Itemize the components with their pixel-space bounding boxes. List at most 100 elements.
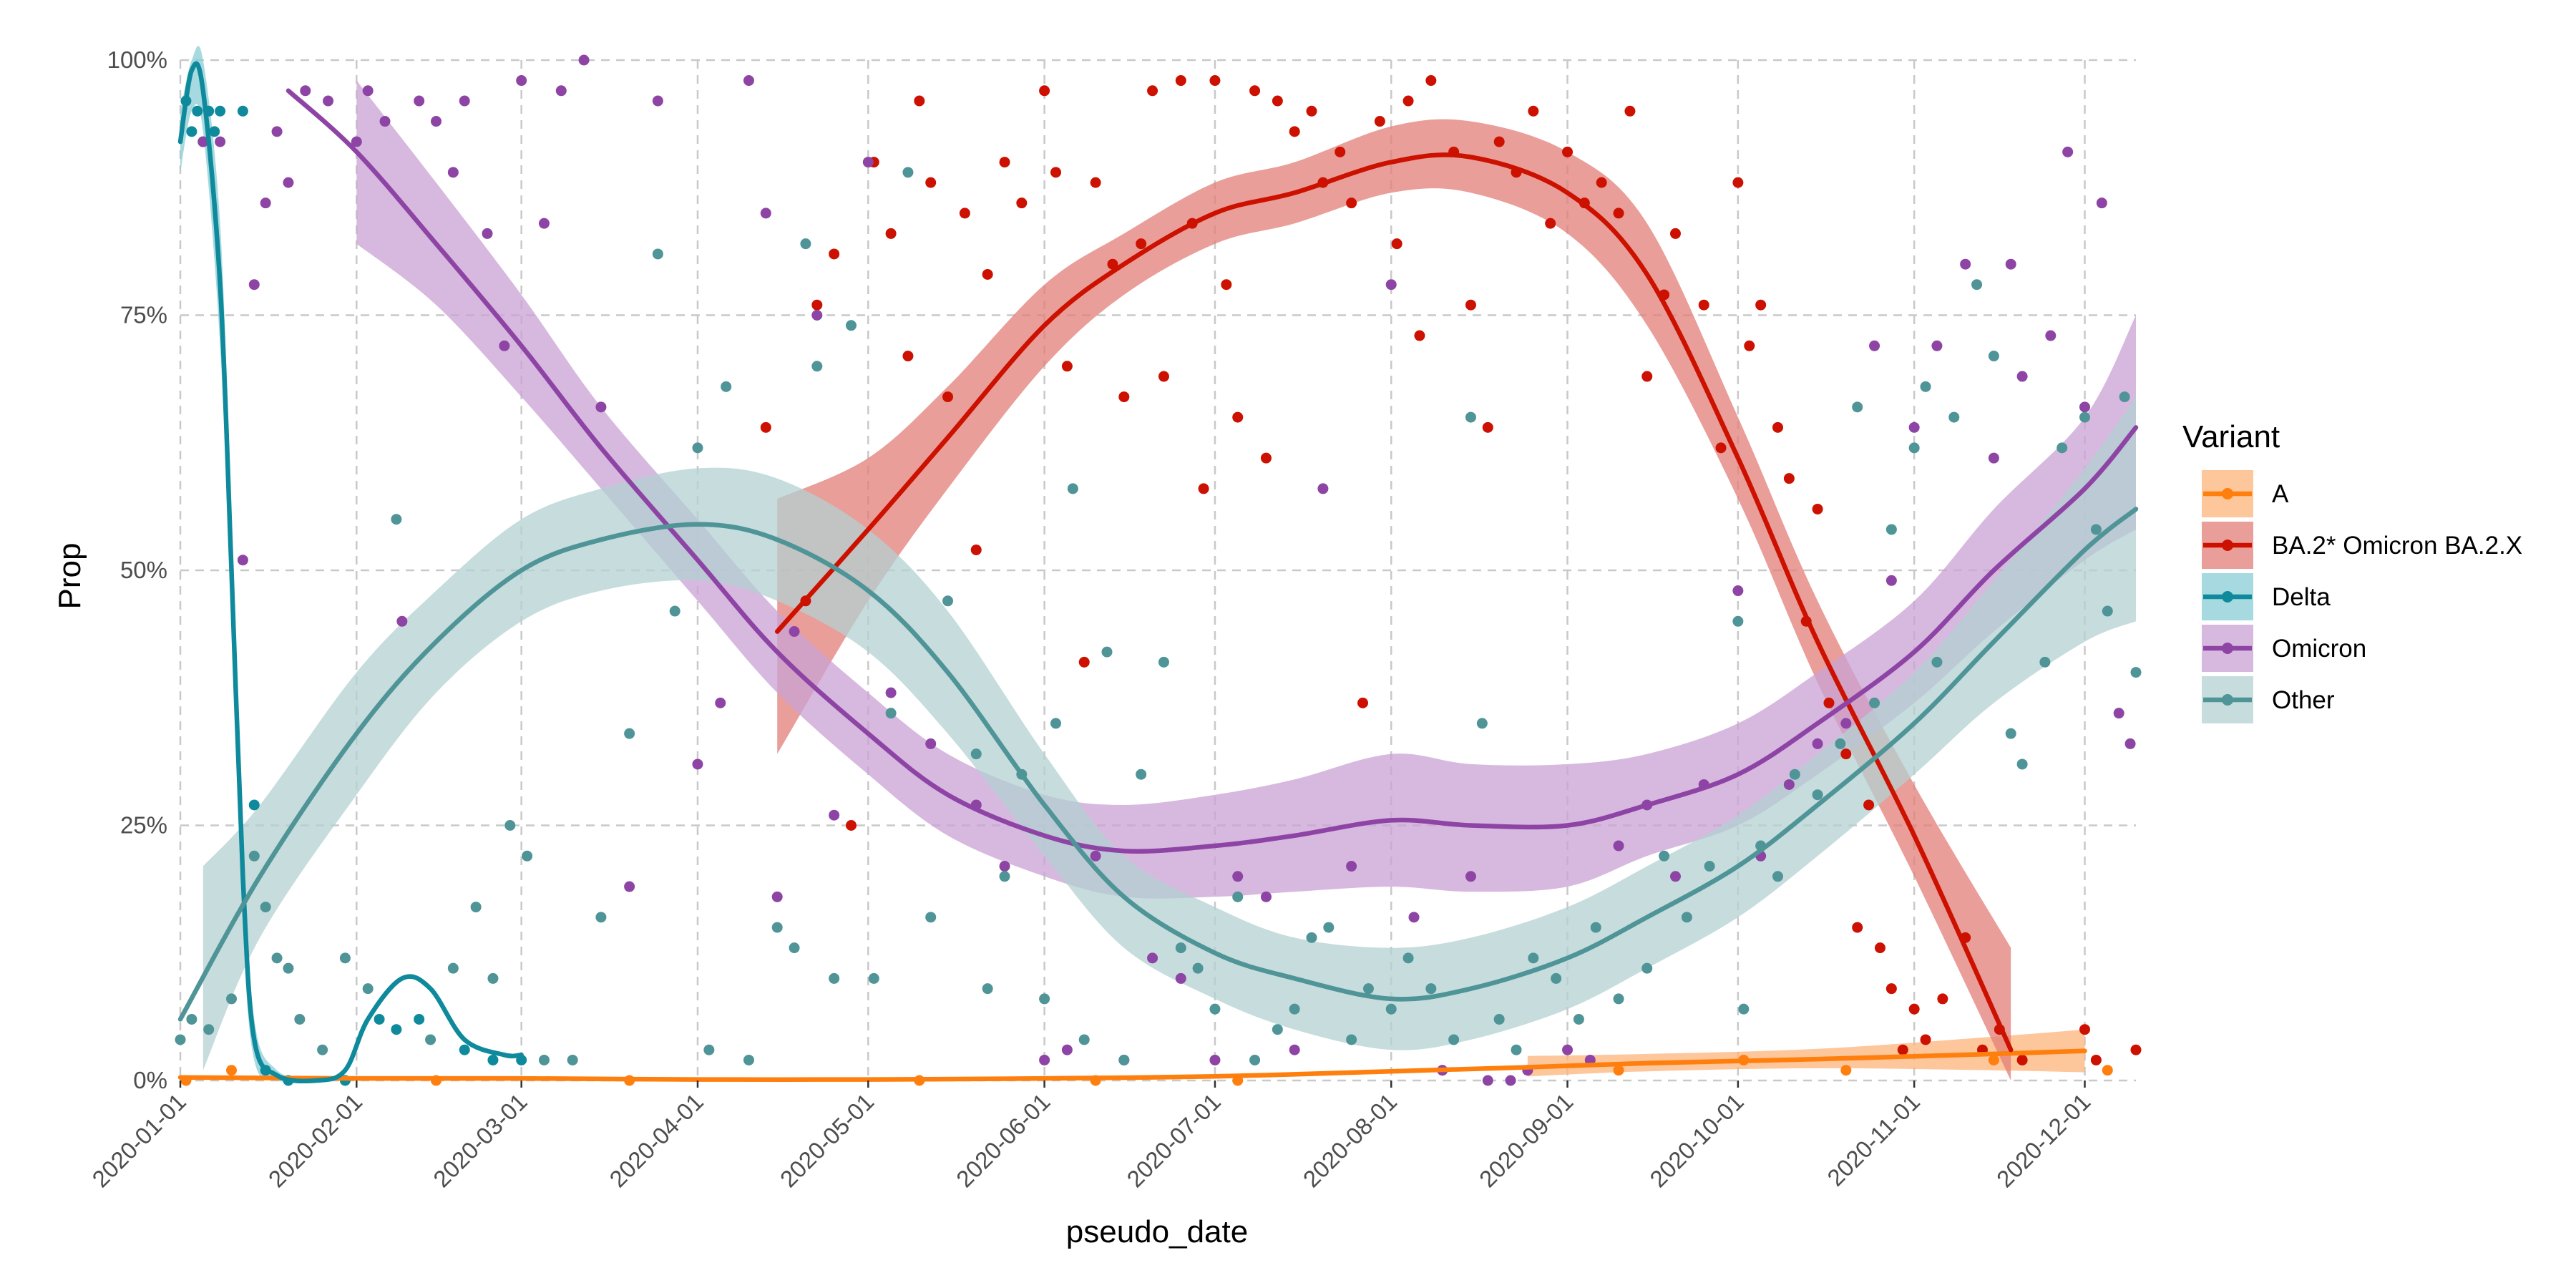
data-point [1823,697,1835,708]
data-point [1039,85,1050,97]
data-point [1289,1044,1300,1055]
data-point [2039,656,2051,668]
data-point [624,728,635,739]
data-point [1209,1054,1221,1065]
data-point [1039,1054,1050,1065]
y-tick-label: 50% [120,557,167,583]
data-point [982,268,993,280]
data-point [703,1044,715,1055]
data-point [1078,1034,1090,1045]
data-point [283,962,294,974]
data-point [1118,1054,1130,1065]
data-point [237,555,248,566]
data-point [1698,299,1709,311]
data-point [925,738,937,749]
legend-key-point [2222,591,2233,602]
data-point [1493,136,1505,147]
data-point [771,922,783,933]
data-point [942,595,954,607]
data-point [374,1013,385,1025]
y-tick-label: 0% [133,1067,167,1093]
data-point [2016,758,2028,770]
data-point [538,1054,550,1065]
data-point [2079,411,2090,423]
data-point [1482,421,1493,433]
data-point [845,320,857,331]
data-point [516,75,527,87]
x-tick-label: 2020-04-01 [604,1088,708,1193]
data-point [1562,1044,1574,1055]
data-point [538,218,550,229]
data-point [1209,75,1221,87]
data-point [226,993,238,1005]
legend-items: A BA.2* Omicron BA.2.X Delta Omicron Other [2202,470,2522,723]
data-point [1272,1024,1283,1035]
data-point [925,912,937,923]
data-point [743,75,754,87]
x-tick-label: 2020-01-01 [87,1088,191,1193]
data-point [522,850,533,862]
data-point [1659,850,1670,862]
data-point [226,1065,238,1076]
data-point [2057,442,2068,454]
data-point [499,340,510,351]
data-point [1136,769,1147,780]
data-point [1613,208,1624,219]
data-point [811,310,823,321]
data-point [2079,401,2090,413]
data-point [431,116,442,127]
data-point [1118,391,1130,403]
data-point [2016,371,2028,382]
data-point [1425,983,1437,995]
legend-label: Delta [2272,583,2331,611]
data-point [760,208,771,219]
legend-key-point [2222,488,2233,499]
y-tick-label: 75% [120,302,167,328]
data-point [1090,177,1101,188]
data-point [1374,116,1385,127]
data-point [959,208,970,219]
data-point [555,85,567,97]
data-point [2096,197,2107,209]
data-point [1289,1003,1300,1015]
data-point [1931,340,1943,351]
data-point [339,952,351,964]
data-point [1147,952,1158,964]
data-point [1732,615,1744,627]
data-point [237,105,248,117]
x-tick-label: 2020-12-01 [1991,1088,2096,1193]
data-point [1039,993,1050,1005]
x-tick-label: 2020-11-01 [1822,1088,1925,1191]
data-point [1852,401,1863,413]
data-point [1715,442,1727,454]
data-point [829,809,840,821]
data-point [1613,993,1624,1005]
legend: Variant A BA.2* Omicron BA.2.X Delta Omicro… [2182,419,2522,723]
data-point [669,605,680,617]
data-point [1067,483,1078,494]
data-point [1681,912,1692,923]
data-point [1158,656,1169,668]
data-point [771,891,783,902]
data-point [942,391,954,403]
data-point [1562,146,1574,157]
data-point [260,197,271,209]
data-point [1971,279,1983,291]
data-point [1391,238,1402,250]
data-point [1744,340,1755,351]
data-point [1260,452,1272,464]
confidence-band [777,119,2011,1080]
data-point [692,442,703,454]
data-point [487,1054,499,1065]
data-point [1357,697,1369,708]
data-point [379,116,391,127]
data-point [2045,330,2057,341]
data-point [414,95,425,107]
data-point [186,1013,197,1025]
data-point [1840,1065,1852,1076]
data-point [283,177,294,188]
x-tick-label: 2020-10-01 [1644,1088,1749,1193]
data-point [1772,421,1783,433]
data-point [982,983,993,995]
data-point [800,238,811,250]
